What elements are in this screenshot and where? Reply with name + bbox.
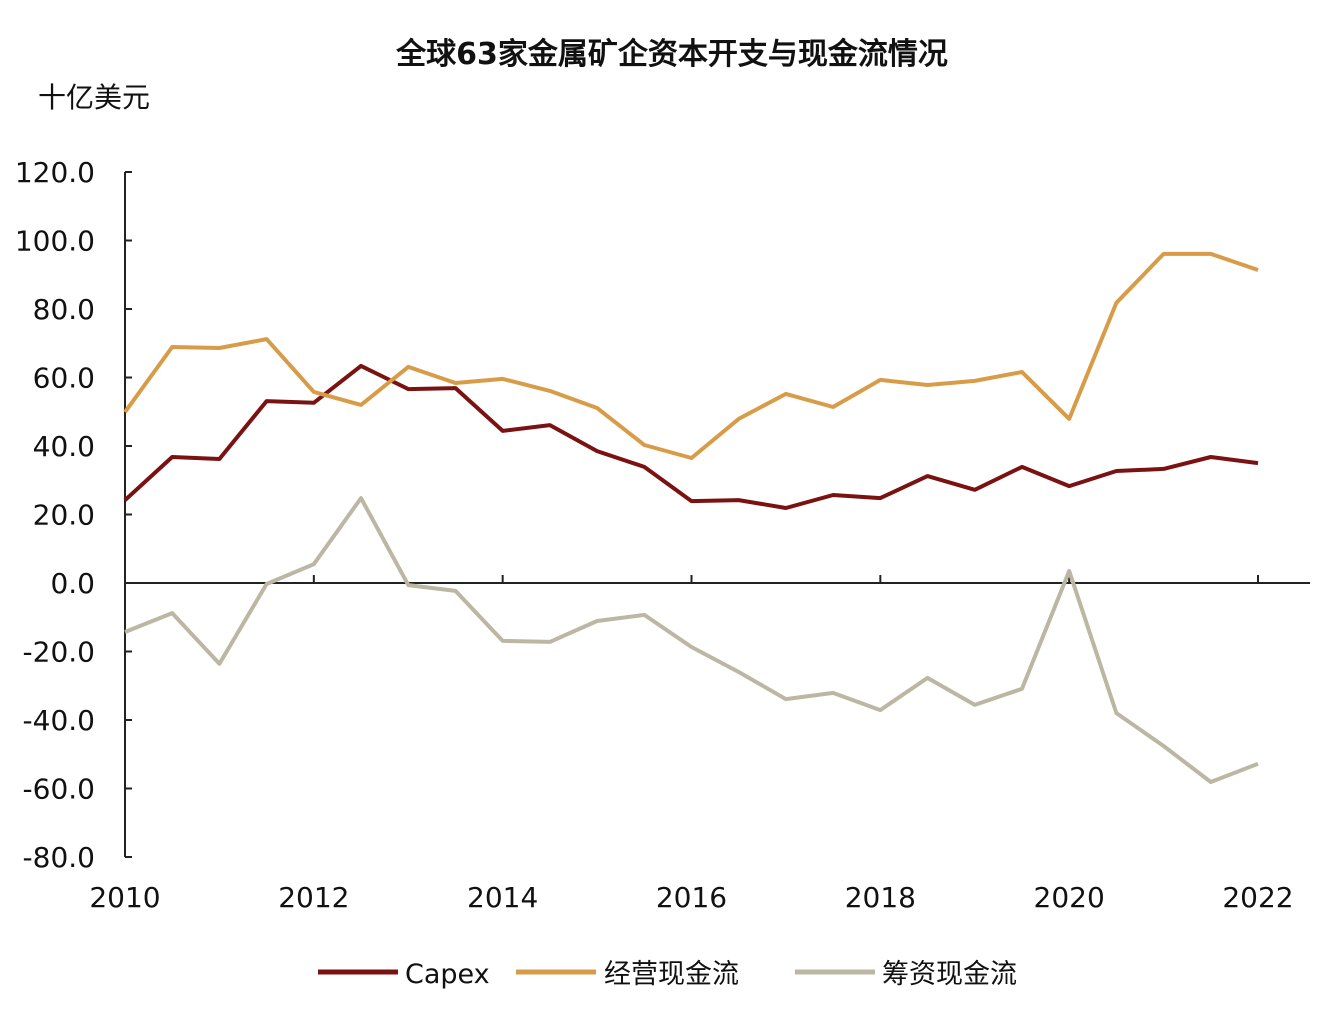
series-line-1	[123, 251, 1259, 460]
x-tick-label: 2012	[278, 881, 349, 914]
chart-title: 全球63家金属矿企资本开支与现金流情况	[395, 37, 948, 72]
y-tick-label: 80.0	[33, 293, 95, 326]
axes: 120.0 100.0 80.0 60.0 40.0 20.0 0.0 -20.0 -40.0 -…	[15, 156, 1310, 914]
y-tick-label: -80.0	[23, 841, 95, 874]
x-tick-label: 2022	[1222, 881, 1293, 914]
y-tick-label: -20.0	[23, 636, 95, 669]
y-tick-label: 20.0	[33, 499, 95, 532]
y-tick-label: -40.0	[23, 704, 95, 737]
series-lines	[123, 251, 1259, 784]
y-tick-label: 40.0	[33, 430, 95, 463]
legend-label-2: 筹资现金流	[882, 959, 1017, 990]
y-tick-label: 60.0	[33, 362, 95, 395]
y-tick-label: 120.0	[15, 156, 95, 189]
y-tick-label: 100.0	[15, 225, 95, 258]
x-tick-label: 2018	[845, 881, 916, 914]
legend: Capex 经营现金流 筹资现金流	[318, 959, 1017, 990]
series-line-2	[124, 496, 1259, 784]
legend-label-0: Capex	[405, 959, 490, 990]
x-tick-label: 2014	[467, 881, 538, 914]
x-tick-label: 2020	[1034, 881, 1105, 914]
legend-label-1: 经营现金流	[604, 959, 739, 990]
y-axis-unit-label: 十亿美元	[38, 81, 150, 114]
y-tick-label: 0.0	[50, 567, 95, 600]
series-line-0	[123, 363, 1259, 510]
x-tick-label: 2016	[656, 881, 727, 914]
x-tick-label: 2010	[89, 881, 160, 914]
y-tick-label: -60.0	[23, 773, 95, 806]
